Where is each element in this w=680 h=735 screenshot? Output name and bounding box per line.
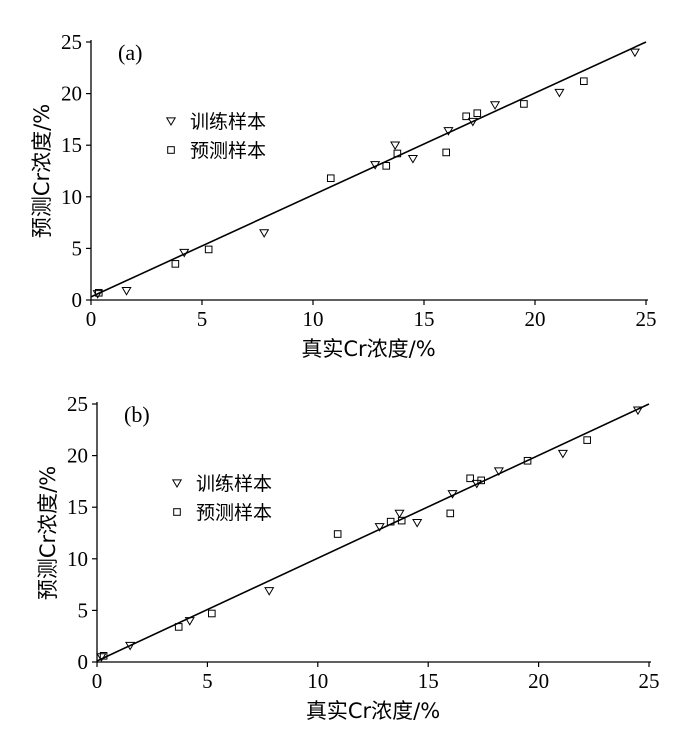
legend-label: 预测样本: [196, 502, 272, 524]
train-sample-point: [443, 127, 454, 136]
x-tick-label: 10: [303, 307, 324, 331]
test-sample-point: [174, 623, 183, 631]
test-sample-point: [393, 149, 402, 158]
train-sample-point: [370, 161, 381, 170]
train-sample-point: [184, 617, 195, 626]
x-tick-label: 0: [92, 669, 103, 693]
x-tick-label: 5: [202, 669, 213, 693]
test-sample-point: [397, 516, 406, 525]
panel-label: (b): [124, 402, 150, 427]
y-tick-label: 10: [67, 547, 88, 571]
y-tick-label: 0: [72, 288, 83, 312]
test-sample-point: [446, 509, 455, 518]
train-sample-point: [264, 587, 275, 596]
test-sample-point: [99, 652, 108, 660]
test-sample-point: [583, 436, 591, 444]
train-sample-point: [179, 248, 190, 258]
legend-label: 训练样本: [196, 473, 272, 495]
x-tick-label: 25: [639, 669, 660, 693]
test-sample-point: [208, 609, 216, 618]
test-sample-point: [204, 245, 213, 254]
x-axis-title: 真实Cr浓度/%: [306, 699, 440, 723]
train-sample-point: [447, 490, 458, 499]
panel-label: (a): [118, 40, 142, 65]
legend-triangle-icon: [171, 479, 183, 488]
train-sample-point: [489, 101, 501, 110]
train-sample-point: [493, 467, 504, 477]
legend-label: 训练样本: [190, 111, 266, 133]
y-tick-label: 25: [67, 392, 88, 416]
train-sample-point: [412, 519, 423, 528]
y-tick-label: 10: [61, 185, 82, 209]
y-tick-label: 15: [61, 133, 82, 157]
test-sample-point: [382, 162, 391, 170]
x-tick-label: 10: [307, 669, 328, 693]
x-axis-title: 真实Cr浓度/%: [301, 337, 435, 361]
train-sample-point: [374, 523, 385, 532]
y-tick-label: 15: [67, 495, 88, 519]
y-tick-label: 5: [78, 598, 89, 622]
train-sample-point: [467, 117, 478, 127]
x-tick-label: 20: [528, 669, 549, 693]
train-sample-point: [390, 141, 401, 151]
test-sample-point: [580, 77, 588, 86]
y-tick-label: 5: [72, 236, 83, 260]
test-sample-point: [326, 174, 335, 183]
test-sample-point: [523, 456, 532, 465]
train-sample-point: [557, 449, 568, 459]
train-sample-point: [632, 406, 644, 416]
x-tick-label: 25: [636, 307, 657, 331]
legend-label: 预测样本: [190, 140, 266, 162]
train-sample-point: [407, 154, 418, 164]
regression-line: [96, 403, 650, 662]
x-tick-label: 20: [525, 307, 546, 331]
legend-triangle-icon: [165, 117, 177, 126]
x-tick-label: 15: [414, 307, 435, 331]
y-tick-label: 20: [61, 82, 82, 106]
test-sample-point: [442, 148, 450, 157]
train-sample-point: [554, 88, 565, 98]
legend-square-icon: [167, 146, 175, 154]
test-sample-point: [477, 476, 485, 485]
test-sample-point: [466, 474, 474, 483]
y-axis-title: 预测Cr浓度/%: [30, 104, 54, 238]
chart-panel-b: 0 5 10 15 20 25 0 5 10 15 20 25 真实Cr浓度/% 预测Cr浓度/% (b) 训…: [36, 392, 660, 723]
train-sample-point: [259, 229, 270, 238]
x-tick-label: 15: [418, 669, 439, 693]
x-tick-label: 0: [86, 307, 97, 331]
y-axis-title: 预测Cr浓度/%: [36, 466, 60, 600]
y-tick-label: 25: [61, 30, 82, 54]
train-sample-point: [394, 509, 405, 519]
test-sample-point: [386, 517, 395, 526]
regression-line: [90, 41, 647, 298]
x-tick-label: 5: [197, 307, 208, 331]
y-tick-label: 0: [78, 650, 89, 674]
test-sample-point: [520, 100, 528, 108]
train-sample-point: [96, 653, 107, 662]
train-sample-point: [629, 48, 640, 58]
chart-panel-a: 0 5 10 15 20 25 0 5 10 15 20 25 真实Cr浓度/% 预测Cr浓度/% (a) 训…: [30, 30, 657, 361]
train-sample-point: [125, 641, 136, 651]
legend-square-icon: [173, 508, 181, 516]
y-tick-label: 20: [67, 444, 88, 468]
test-sample-point: [94, 288, 103, 297]
train-sample-point: [121, 287, 132, 296]
test-sample-point: [473, 109, 482, 118]
test-sample-point: [171, 260, 180, 268]
test-sample-point: [462, 112, 470, 121]
test-sample-point: [333, 530, 342, 538]
